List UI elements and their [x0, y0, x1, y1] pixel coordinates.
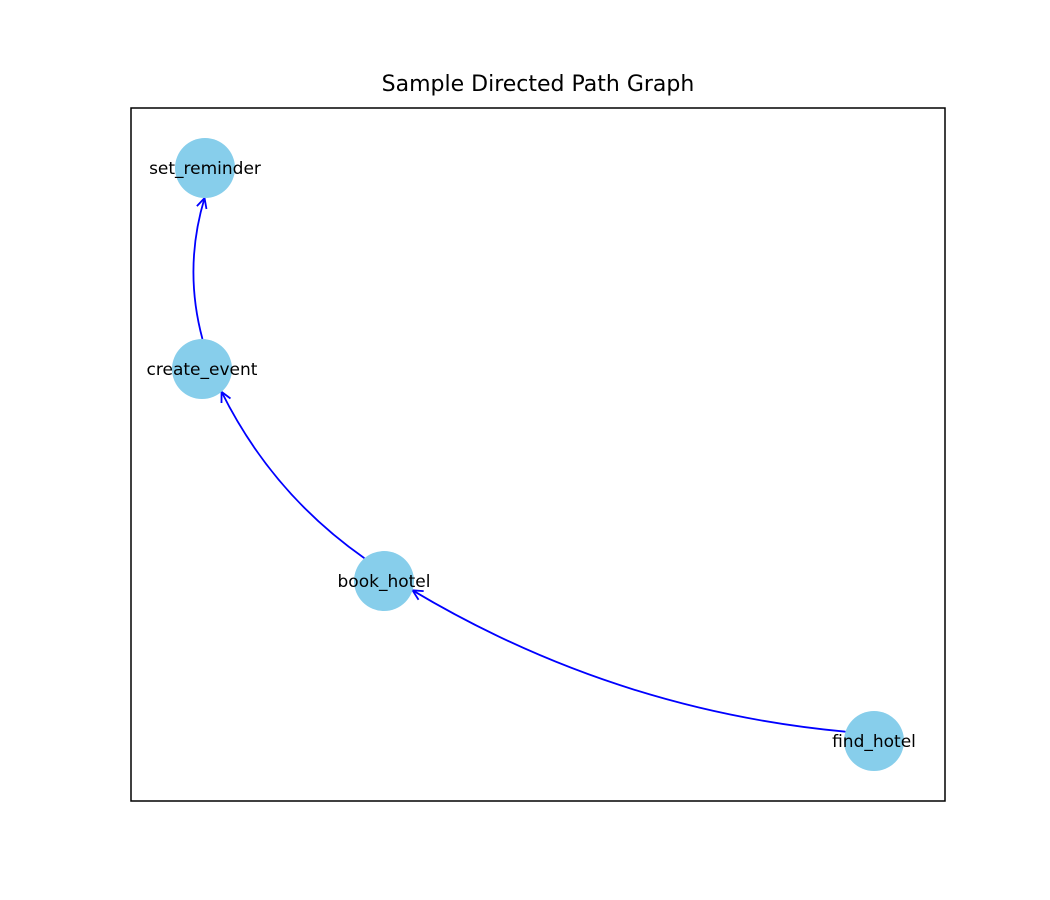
- edges-layer: [192, 196, 846, 733]
- edge-book_hotel-to-create_event: [220, 389, 365, 559]
- node-book_hotel: book_hotel: [338, 551, 431, 611]
- edge-line: [412, 589, 846, 733]
- edge-line: [192, 197, 206, 340]
- plot-frame: [130, 107, 946, 802]
- node-find_hotel: find_hotel: [832, 711, 916, 771]
- node-label: create_event: [147, 360, 258, 380]
- edge-line: [220, 391, 365, 559]
- edge-find_hotel-to-book_hotel: [410, 589, 846, 733]
- node-label: set_reminder: [149, 159, 261, 179]
- node-set_reminder: set_reminder: [149, 138, 261, 198]
- arrowhead-icon: [196, 196, 208, 210]
- graph-title: Sample Directed Path Graph: [381, 72, 695, 97]
- node-circle: [175, 138, 235, 198]
- node-circle: [844, 711, 904, 771]
- node-label: find_hotel: [832, 732, 916, 752]
- node-create_event: create_event: [147, 339, 258, 399]
- edge-create_event-to-set_reminder: [192, 196, 208, 340]
- node-circle: [172, 339, 232, 399]
- nodes-layer: set_reminder create_event book_hotel find_h…: [147, 138, 916, 771]
- node-circle: [354, 551, 414, 611]
- node-label: book_hotel: [338, 572, 431, 592]
- arrowhead-icon: [220, 389, 232, 403]
